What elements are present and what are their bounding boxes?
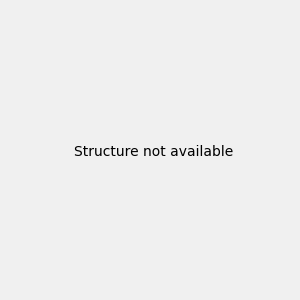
Text: Structure not available: Structure not available <box>74 145 233 158</box>
